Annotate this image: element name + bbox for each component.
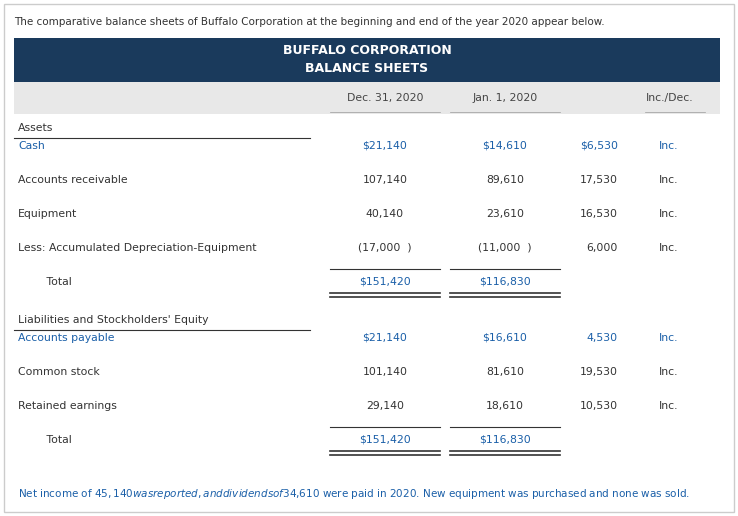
Point: [556, 266, 565, 272]
Point: [556, 290, 565, 296]
Text: 4,530: 4,530: [587, 333, 618, 343]
Text: Jan. 1, 2020: Jan. 1, 2020: [472, 93, 537, 103]
Point: [700, 109, 709, 115]
Text: 101,140: 101,140: [362, 367, 407, 377]
Text: Common stock: Common stock: [18, 367, 100, 377]
Point: [556, 452, 565, 458]
Text: Less: Accumulated Depreciation-Equipment: Less: Accumulated Depreciation-Equipment: [18, 243, 257, 253]
Text: $151,420: $151,420: [359, 277, 411, 287]
Point: [10, 327, 18, 333]
Point: [435, 109, 444, 115]
Text: $6,530: $6,530: [580, 141, 618, 151]
Point: [435, 290, 444, 296]
Text: Inc./Dec.: Inc./Dec.: [646, 93, 694, 103]
Text: Cash: Cash: [18, 141, 45, 151]
Text: BALANCE SHEETS: BALANCE SHEETS: [306, 62, 429, 75]
Text: 17,530: 17,530: [580, 175, 618, 185]
Text: Equipment: Equipment: [18, 209, 77, 219]
Point: [325, 290, 334, 296]
Point: [435, 266, 444, 272]
Text: Retained earnings: Retained earnings: [18, 401, 117, 411]
Point: [641, 109, 649, 115]
Point: [325, 294, 334, 300]
Text: 18,610: 18,610: [486, 401, 524, 411]
Text: Inc.: Inc.: [659, 243, 678, 253]
Text: Inc.: Inc.: [659, 401, 678, 411]
Text: Inc.: Inc.: [659, 175, 678, 185]
Text: Inc.: Inc.: [659, 333, 678, 343]
Text: Accounts payable: Accounts payable: [18, 333, 114, 343]
Point: [446, 452, 455, 458]
Text: Assets: Assets: [18, 123, 53, 133]
Point: [435, 448, 444, 454]
Point: [325, 266, 334, 272]
Point: [446, 448, 455, 454]
Point: [435, 294, 444, 300]
Text: 6,000: 6,000: [587, 243, 618, 253]
Text: Inc.: Inc.: [659, 209, 678, 219]
Text: Accounts receivable: Accounts receivable: [18, 175, 128, 185]
Point: [325, 452, 334, 458]
Text: 19,530: 19,530: [580, 367, 618, 377]
Point: [325, 424, 334, 430]
Point: [556, 294, 565, 300]
Point: [556, 109, 565, 115]
Text: BUFFALO CORPORATION: BUFFALO CORPORATION: [283, 44, 452, 57]
Point: [306, 135, 314, 141]
Text: 16,530: 16,530: [580, 209, 618, 219]
Text: Dec. 31, 2020: Dec. 31, 2020: [347, 93, 424, 103]
Text: $16,610: $16,610: [483, 333, 528, 343]
Text: Liabilities and Stockholders' Equity: Liabilities and Stockholders' Equity: [18, 315, 209, 325]
FancyBboxPatch shape: [4, 4, 734, 512]
Text: 81,610: 81,610: [486, 367, 524, 377]
Text: (17,000  ): (17,000 ): [358, 243, 412, 253]
Text: 23,610: 23,610: [486, 209, 524, 219]
Point: [306, 327, 314, 333]
Point: [10, 135, 18, 141]
Text: Total: Total: [36, 435, 72, 445]
Text: Total: Total: [36, 277, 72, 287]
Text: 10,530: 10,530: [580, 401, 618, 411]
Point: [435, 452, 444, 458]
Text: $151,420: $151,420: [359, 435, 411, 445]
Point: [446, 266, 455, 272]
Text: The comparative balance sheets of Buffalo Corporation at the beginning and end o: The comparative balance sheets of Buffal…: [14, 17, 604, 27]
FancyBboxPatch shape: [14, 38, 720, 82]
Point: [325, 109, 334, 115]
Point: [325, 448, 334, 454]
Text: 29,140: 29,140: [366, 401, 404, 411]
Point: [446, 290, 455, 296]
Point: [446, 424, 455, 430]
Text: 107,140: 107,140: [362, 175, 407, 185]
Point: [556, 424, 565, 430]
Text: Inc.: Inc.: [659, 367, 678, 377]
Text: $14,610: $14,610: [483, 141, 528, 151]
Point: [556, 448, 565, 454]
Text: 89,610: 89,610: [486, 175, 524, 185]
Text: Inc.: Inc.: [659, 141, 678, 151]
FancyBboxPatch shape: [14, 82, 720, 114]
Point: [446, 294, 455, 300]
Text: $116,830: $116,830: [479, 277, 531, 287]
Point: [435, 424, 444, 430]
Text: Net income of $45,140 was reported, and dividends of $34,610 were paid in 2020. : Net income of $45,140 was reported, and …: [18, 487, 690, 501]
Text: 40,140: 40,140: [366, 209, 404, 219]
Text: $21,140: $21,140: [362, 141, 407, 151]
Point: [446, 109, 455, 115]
Text: (11,000  ): (11,000 ): [478, 243, 532, 253]
Text: $21,140: $21,140: [362, 333, 407, 343]
Text: $116,830: $116,830: [479, 435, 531, 445]
